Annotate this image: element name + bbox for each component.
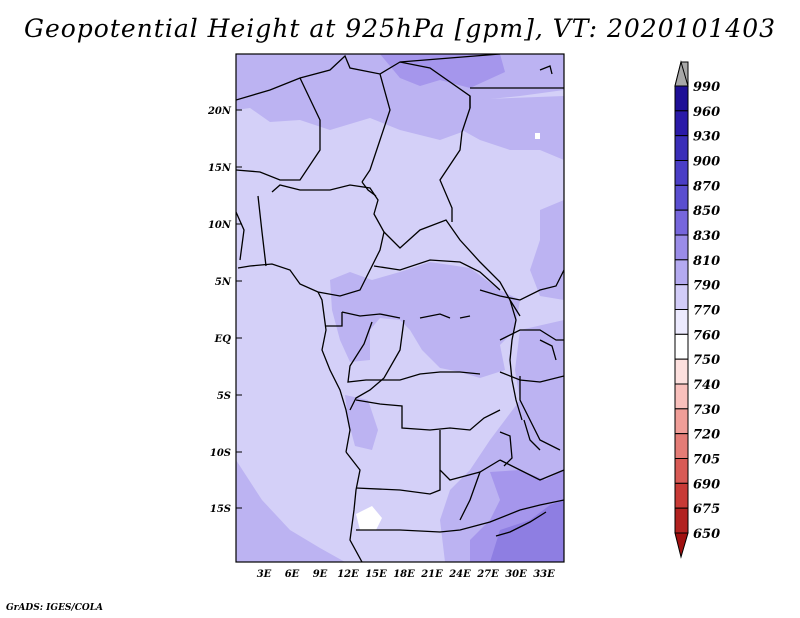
lat-label-5n: 5N <box>215 277 232 288</box>
colorbar-level-label: 990 <box>693 80 720 95</box>
colorbar-level-label: 900 <box>693 155 720 170</box>
map-frame <box>235 53 565 563</box>
height-shade-deep-north <box>380 54 505 88</box>
lon-label-30e: 30E <box>505 569 527 580</box>
lat-label-10s: 10S <box>210 448 231 459</box>
colorbar-cell <box>674 184 689 211</box>
colorbar-level-label: 930 <box>693 130 720 145</box>
lon-label-6e: 6E <box>285 569 300 580</box>
colorbar-cell <box>674 507 689 534</box>
colorbar-labels: 990 960 930 900 870 850 830 810 790 770 760 750 740 7… <box>693 80 720 542</box>
height-shade-deepest-south <box>490 500 564 562</box>
colorbar-level-label: 830 <box>693 229 720 244</box>
grid-ticks <box>236 109 242 509</box>
colorbar-cell <box>674 333 689 360</box>
lat-label-eq: EQ <box>214 334 232 345</box>
colorbar-cell <box>674 433 689 459</box>
colorbar-level-label: 810 <box>693 254 720 269</box>
geopotential-map <box>236 54 564 562</box>
colorbar-level-label: 760 <box>693 328 720 343</box>
colorbar-level-label: 690 <box>693 477 720 492</box>
latitude-axis: 20N 15N 10N 5N EQ 5S 10S 15S <box>207 106 232 515</box>
colorbar-cell <box>674 284 689 310</box>
colorbar-level-label: 650 <box>693 527 720 542</box>
colorbar-cell <box>674 209 689 236</box>
lon-label-27e: 27E <box>476 569 499 580</box>
lon-label-12e: 12E <box>337 569 359 580</box>
lat-label-20n: 20N <box>207 106 232 117</box>
colorbar-cell <box>674 110 689 137</box>
colorbar-level-label: 790 <box>693 279 720 294</box>
colorbar-cell <box>674 482 689 509</box>
colorbar-cell <box>674 85 689 112</box>
colorbar-cell <box>674 135 689 162</box>
page-title: Geopotential Height at 925hPa [gpm], VT:… <box>23 14 777 43</box>
colorbar-level-label: 730 <box>693 403 720 418</box>
colorbar-level-label: 720 <box>693 428 720 443</box>
lon-label-18e: 18E <box>393 569 415 580</box>
lat-label-5s: 5S <box>217 391 231 402</box>
colorbar-level-label: 750 <box>693 353 720 368</box>
colorbar-level-label: 740 <box>693 378 720 393</box>
colorbar-level-label: 870 <box>693 179 720 194</box>
colorbar-level-label: 960 <box>693 105 720 120</box>
lon-label-9e: 9E <box>313 569 328 580</box>
colorbar-cell <box>674 160 689 186</box>
colorbar-level-label: 675 <box>693 502 720 517</box>
lat-label-15n: 15N <box>208 163 232 174</box>
height-shade-central <box>330 262 520 378</box>
colorbar-cell <box>674 383 689 410</box>
country-borders <box>236 54 564 562</box>
lon-label-21e: 21E <box>420 569 443 580</box>
height-shade-northeast <box>460 96 564 160</box>
colorbar-cell <box>674 458 689 484</box>
colorbar-bottom-arrow <box>674 532 689 559</box>
credit-label: GrADS: IGES/COLA <box>6 603 104 613</box>
colorbar-level-label: 705 <box>693 453 720 468</box>
colorbar-cell <box>674 358 689 385</box>
lon-label-15e: 15E <box>365 569 387 580</box>
colorbar-cell <box>674 259 689 286</box>
height-shade-southwest <box>236 460 345 562</box>
colorbar-level-label: 850 <box>693 204 720 219</box>
height-light-patch-small <box>535 133 540 139</box>
lon-label-33e: 33E <box>533 569 555 580</box>
colorbar-level-label: 770 <box>693 304 720 319</box>
lat-label-10n: 10N <box>208 220 232 231</box>
lat-label-15s: 15S <box>210 504 231 515</box>
height-shade-east <box>530 200 564 300</box>
colorbar-cell <box>674 234 689 261</box>
colorbar-cell <box>674 408 689 435</box>
colorbar-cells <box>674 85 689 534</box>
longitude-axis: 3E 6E 9E 12E 15E 18E 21E 24E 27E 30E 33E <box>257 569 555 580</box>
height-light-patch <box>356 506 382 530</box>
colorbar-cell <box>674 309 689 335</box>
lon-label-3e: 3E <box>257 569 272 580</box>
height-shade-coast <box>345 395 378 450</box>
lon-label-24e: 24E <box>448 569 471 580</box>
colorbar: 990 960 930 900 870 850 830 810 790 770 760 750 740 7… <box>674 60 720 559</box>
